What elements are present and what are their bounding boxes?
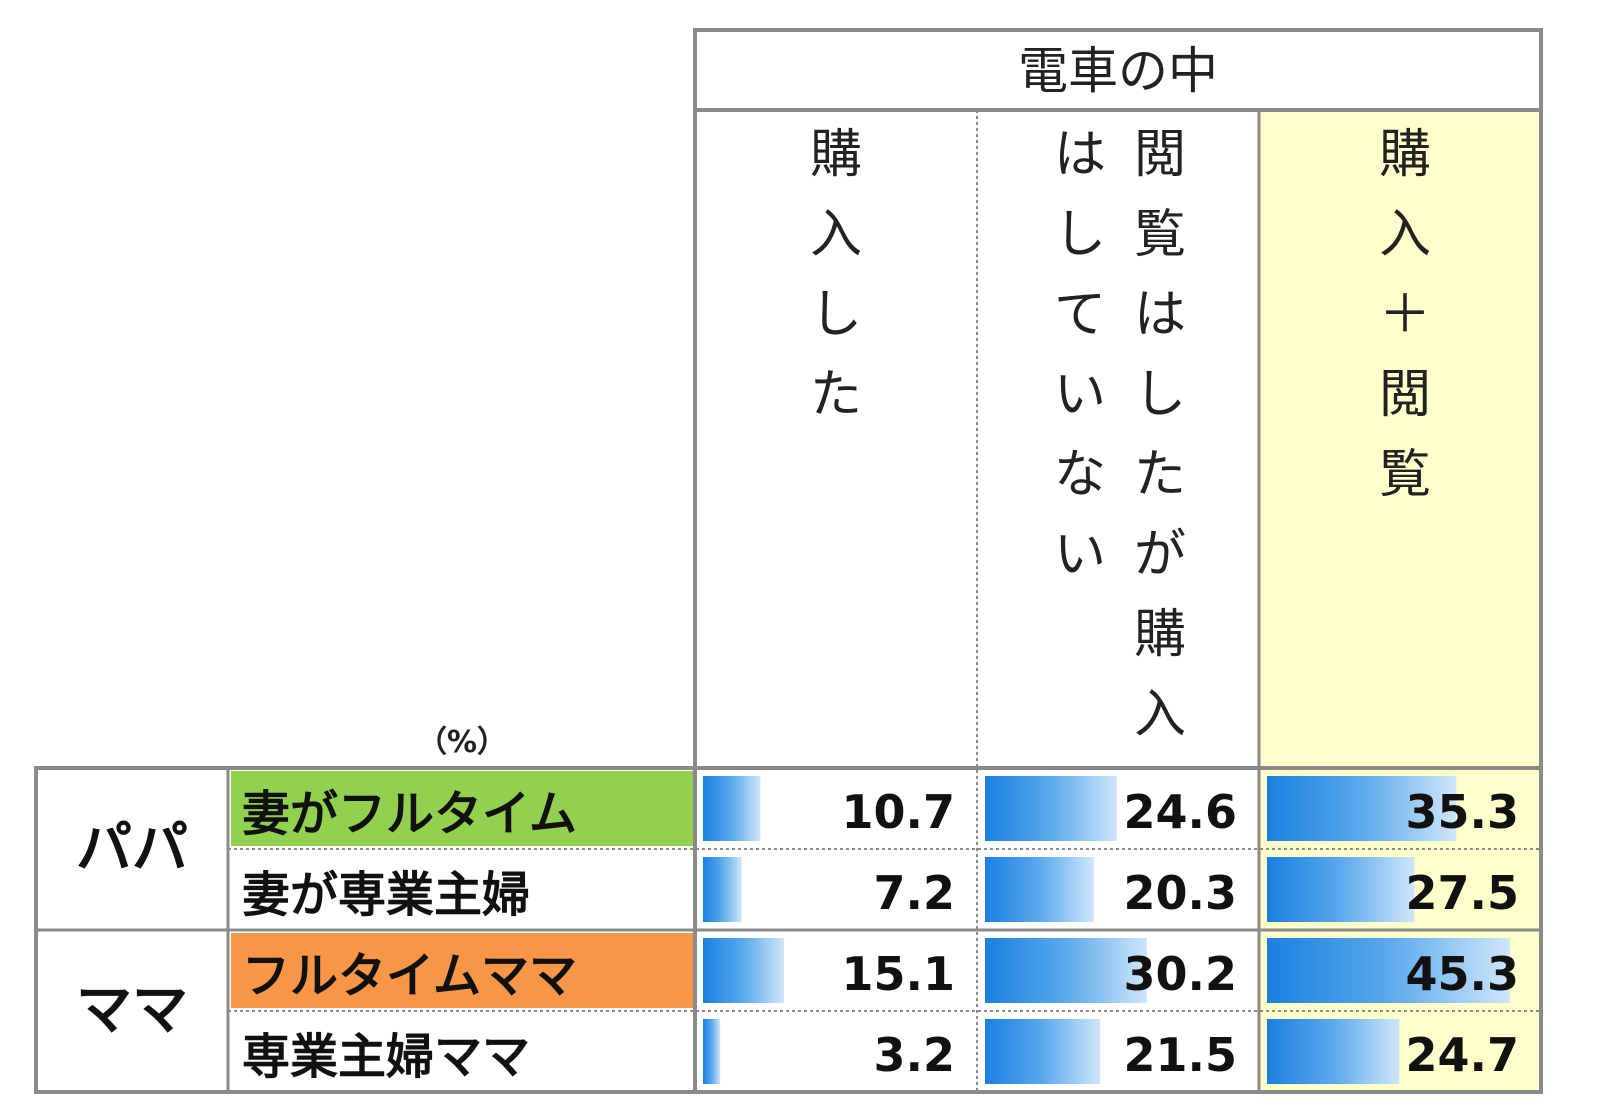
data-bar (985, 776, 1117, 841)
group-label: パパ (76, 816, 188, 881)
data-bar (703, 776, 761, 841)
row-label: 専業主婦ママ (242, 1029, 530, 1085)
data-value: 35.3 (1406, 785, 1520, 839)
data-value: 45.3 (1406, 947, 1520, 1001)
row-label: 妻が専業主婦 (242, 867, 530, 923)
data-value: 10.7 (842, 785, 956, 839)
data-value: 15.1 (842, 947, 956, 1001)
data-bar (703, 1019, 721, 1084)
data-bar (1267, 776, 1457, 841)
data-bar (703, 857, 742, 922)
row-label-highlight (231, 771, 693, 846)
row-label: フルタイムママ (242, 948, 577, 1004)
data-value: 7.2 (874, 866, 956, 920)
data-value: 20.3 (1124, 866, 1238, 920)
data-value: 3.2 (874, 1028, 956, 1082)
data-bar (985, 857, 1094, 922)
column-header: はしていない (1054, 125, 1106, 585)
header-group-title: 電車の中 (1018, 42, 1218, 100)
column-header: 購入した (810, 125, 862, 425)
data-value: 30.2 (1124, 947, 1238, 1001)
highlight-column-bg (1259, 110, 1541, 1092)
row-label-highlight (231, 933, 693, 1008)
data-value: 27.5 (1406, 866, 1520, 920)
row-label: 妻がフルタイム (242, 786, 577, 842)
data-bar (1267, 1019, 1400, 1084)
data-value: 24.6 (1124, 785, 1238, 839)
data-value: 24.7 (1406, 1028, 1520, 1082)
data-bar (1267, 938, 1510, 1003)
data-bar (985, 938, 1147, 1003)
group-label: ママ (76, 978, 188, 1043)
unit-label: （%） (417, 725, 507, 760)
data-value: 21.5 (1124, 1028, 1238, 1082)
data-bar (703, 938, 784, 1003)
column-header: 購入＋閲覧 (1379, 125, 1431, 505)
header-group-border (693, 28, 1543, 112)
data-bar (985, 1019, 1101, 1084)
data-bar (1267, 857, 1415, 922)
column-header: 閲覧はしたが購入 (1134, 125, 1186, 745)
